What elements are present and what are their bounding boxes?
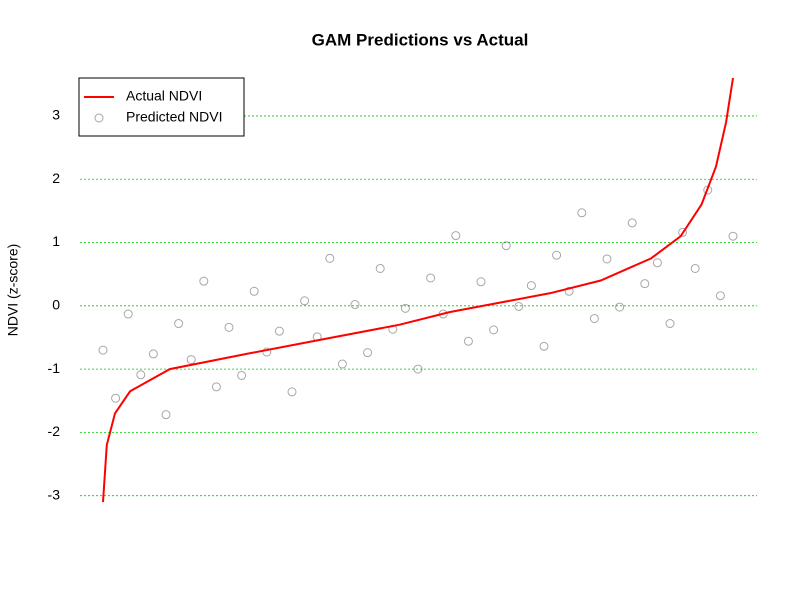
data-point (501, 241, 511, 251)
y-tick-label: 3 (52, 107, 60, 123)
data-point (136, 370, 146, 380)
data-point (211, 382, 221, 392)
y-tick-label: -3 (48, 486, 61, 502)
y-axis-label: NDVI (z-score) (5, 244, 21, 337)
data-point (274, 326, 284, 336)
data-point (123, 309, 133, 319)
data-point (325, 253, 335, 263)
data-point (665, 319, 675, 329)
data-point (715, 291, 725, 301)
data-point (350, 300, 360, 310)
y-tick-label: -1 (48, 360, 61, 376)
y-tick-label: 0 (52, 297, 60, 313)
data-point (451, 231, 461, 241)
data-point (199, 276, 209, 286)
data-point (237, 370, 247, 380)
data-point (615, 302, 625, 312)
data-point (98, 345, 108, 355)
legend-label: Actual NDVI (126, 88, 202, 104)
data-point (602, 254, 612, 264)
data-point (161, 410, 171, 420)
data-point (186, 355, 196, 365)
data-point (728, 231, 738, 241)
data-point (400, 303, 410, 313)
data-point (224, 322, 234, 332)
data-point (375, 263, 385, 273)
legend-box (78, 77, 245, 137)
data-point (690, 263, 700, 273)
data-point (539, 341, 549, 351)
data-point (678, 227, 688, 237)
data-point (287, 387, 297, 397)
data-point (337, 359, 347, 369)
y-tick-label: -2 (48, 423, 61, 439)
y-tick-label: 1 (52, 233, 60, 249)
data-point (489, 325, 499, 335)
data-point (111, 393, 121, 403)
data-point (249, 286, 259, 296)
data-point (640, 279, 650, 289)
data-point (148, 349, 158, 359)
data-point (426, 273, 436, 283)
data-point (564, 286, 574, 296)
data-point (476, 277, 486, 287)
data-point (526, 281, 536, 291)
data-point (363, 348, 373, 358)
data-point (300, 296, 310, 306)
y-tick-label: 2 (52, 170, 60, 186)
data-point (577, 208, 587, 218)
data-point (514, 301, 524, 311)
data-point (262, 347, 272, 357)
legend-label: Predicted NDVI (126, 109, 222, 125)
data-point (652, 258, 662, 268)
legend-marker (94, 113, 104, 123)
chart-title: GAM Predictions vs Actual (312, 30, 529, 49)
data-line (102, 77, 734, 503)
data-point (552, 250, 562, 260)
data-point (413, 364, 423, 374)
data-point (589, 313, 599, 323)
data-point (174, 319, 184, 329)
data-point (627, 218, 637, 228)
legend: Actual NDVI Predicted NDVI (78, 77, 245, 137)
data-point (463, 336, 473, 346)
